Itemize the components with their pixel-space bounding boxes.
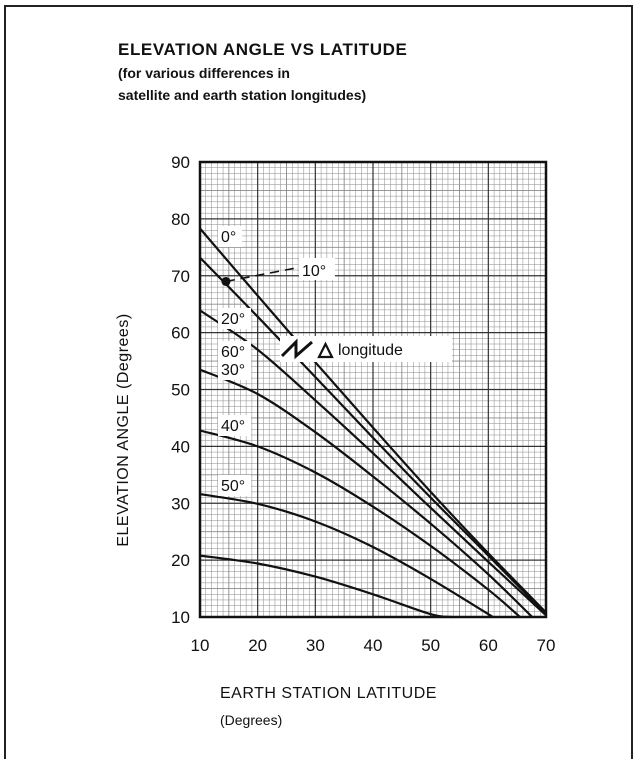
series-line-2 (199, 309, 547, 617)
series-line-0 (199, 227, 547, 614)
curves (199, 227, 547, 619)
x-tick-label: 50 (421, 636, 440, 655)
curve-label-3: 30° (221, 362, 245, 379)
curve-label-6: 60° (221, 344, 245, 361)
annotation-label: 10° (302, 263, 326, 280)
curve-label-background (218, 226, 242, 247)
chart-title: ELEVATION ANGLE VS LATITUDE (118, 40, 408, 59)
x-tick-label: 70 (537, 636, 556, 655)
series-line-4 (199, 429, 521, 618)
series-line-1 (199, 256, 547, 615)
y-tick-label: 50 (171, 381, 190, 400)
x-tick-label: 10 (191, 636, 210, 655)
y-tick-label: 20 (171, 551, 190, 570)
delta-triangle-icon (317, 341, 334, 359)
legend-longitude-text: longitude (338, 342, 403, 359)
y-axis-label: ELEVATION ANGLE (Degrees) (115, 313, 132, 546)
x-tick-label: 40 (364, 636, 383, 655)
y-tick-label: 60 (171, 324, 190, 343)
y-tick-label: 70 (171, 267, 190, 286)
y-tick-label: 40 (171, 437, 190, 456)
x-axis-unit: (Degrees) (220, 712, 282, 728)
x-tick-label: 60 (479, 636, 498, 655)
x-tick-label: 30 (306, 636, 325, 655)
y-tick-label: 10 (171, 608, 190, 627)
figure-frame (4, 5, 633, 759)
curve-label-background (218, 359, 251, 380)
annotation-leader (225, 267, 297, 283)
series-line-6 (199, 554, 453, 619)
title-block: ELEVATION ANGLE VS LATITUDE (for various… (118, 40, 407, 106)
curve-label-5: 50° (221, 478, 245, 495)
annotation-label-background (299, 258, 335, 280)
chart-subtitle-line-2: satellite and earth station longitudes) (118, 87, 367, 103)
curve-label-background (218, 415, 251, 436)
y-tick-label: 30 (171, 494, 190, 513)
curve-label-2: 20° (221, 311, 245, 328)
x-tick-label: 20 (248, 636, 267, 655)
series-line-5 (199, 493, 494, 618)
longitude-legend: longitude (280, 336, 452, 362)
curve-label-0: 0° (221, 229, 236, 246)
x-axis-label: EARTH STATION LATITUDE (220, 685, 437, 702)
plot-border (198, 160, 548, 619)
series-line-3 (199, 368, 533, 618)
chart-subtitle-line-1: (for various differences in (118, 65, 290, 81)
curve-label-background (218, 341, 251, 362)
annotation-dot (221, 276, 231, 286)
curve-label-background (218, 308, 251, 329)
tick-labels: 10 20 30 40 50 60 70 10 20 30 40 50 60 70 80 90 (171, 153, 555, 655)
legend-background (280, 336, 452, 362)
curve-labels: 0° 20° 30° 40° 50° 60° 10° (218, 226, 335, 496)
curve-label-background (218, 475, 251, 496)
y-tick-label: 80 (171, 210, 190, 229)
zigzag-icon (280, 338, 313, 360)
y-tick-label: 90 (171, 153, 190, 172)
curve-label-4: 40° (221, 418, 245, 435)
